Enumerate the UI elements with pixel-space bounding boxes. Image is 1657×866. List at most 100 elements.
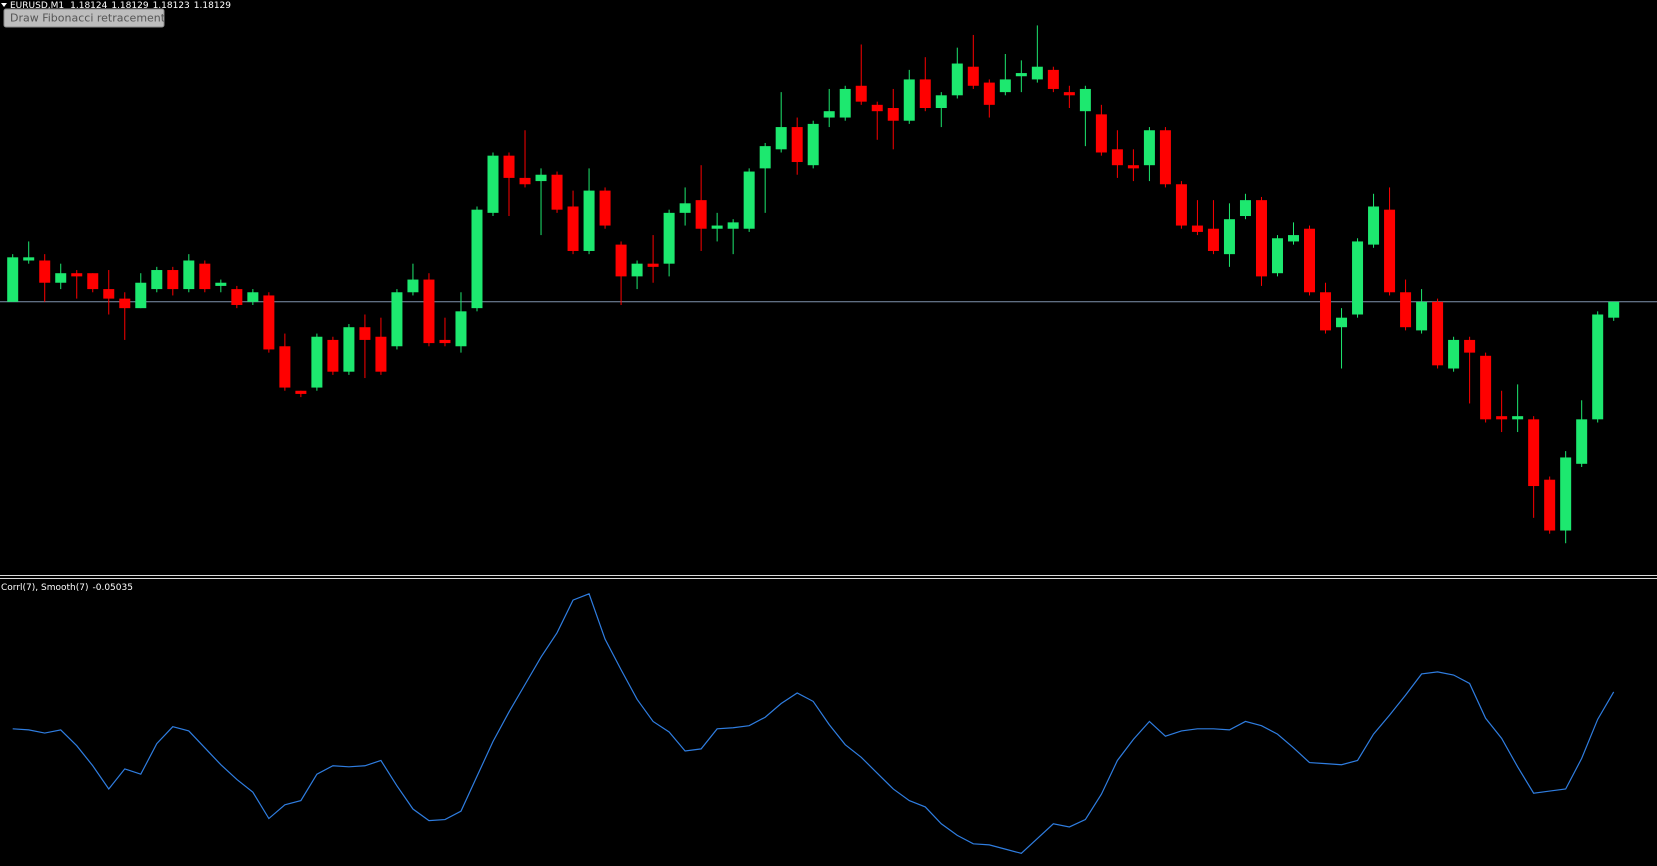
candle-body	[23, 257, 35, 261]
candle-body	[1544, 479, 1556, 531]
candle-body	[1288, 235, 1299, 242]
indicator-name: Corrl(7), Smooth(7)	[1, 583, 88, 593]
indicator-value: -0.05035	[92, 583, 132, 593]
candle-body	[1127, 165, 1139, 169]
candle-body	[935, 95, 947, 109]
candle-body	[951, 63, 963, 96]
candle-body	[1448, 339, 1460, 369]
marks	[0, 25, 1657, 855]
candle-body	[519, 177, 531, 185]
candle-body	[311, 336, 323, 388]
candle-body	[1015, 73, 1027, 77]
candle-body	[871, 104, 883, 112]
candle-body	[727, 222, 739, 229]
candle-body	[1384, 209, 1396, 293]
candle-body	[423, 279, 435, 344]
candle-body	[1608, 301, 1620, 318]
candle-body	[999, 79, 1011, 93]
chart-header: EURUSD,M1 1.18124 1.18129 1.18123 1.18129	[10, 1, 231, 11]
candle-body	[167, 270, 179, 290]
candle-body	[711, 225, 723, 229]
candle-body	[535, 174, 547, 182]
candle-body	[919, 79, 931, 109]
candle-body	[599, 190, 611, 226]
candle-body	[663, 212, 675, 264]
candle-body	[1336, 317, 1348, 328]
candle-body	[359, 327, 371, 340]
candle-body	[823, 111, 835, 118]
candle-body	[1223, 219, 1235, 255]
candle-body	[1352, 241, 1364, 315]
candle-body	[743, 171, 755, 229]
candle-body	[1175, 184, 1187, 226]
candle-body	[1255, 200, 1267, 277]
collapse-arrow[interactable]	[1, 3, 7, 7]
candle-body	[647, 263, 659, 267]
ohlc-low: 1.18123	[153, 1, 190, 11]
candle-body	[87, 273, 99, 290]
candle-body	[151, 270, 163, 290]
ohlc-open: 1.18124	[70, 1, 107, 11]
candle-body	[1031, 66, 1043, 80]
candle-body	[487, 155, 499, 213]
candle-body	[759, 146, 771, 169]
candle-body	[615, 244, 627, 277]
candle-body	[119, 298, 131, 309]
candle-body	[1576, 419, 1588, 464]
candle-body	[327, 339, 339, 372]
candle-body	[1111, 149, 1123, 166]
tooltip-box	[3, 8, 165, 28]
candle-body	[1432, 301, 1444, 366]
candle-body	[1496, 416, 1508, 420]
candle-body	[1528, 419, 1540, 487]
candle-body	[695, 200, 707, 229]
candle-body	[199, 263, 211, 290]
indicator-line	[12, 592, 1615, 855]
candle-body	[983, 82, 995, 105]
candle-body	[279, 346, 291, 388]
candle-body	[1191, 225, 1203, 232]
ohlc-close: 1.18129	[194, 1, 231, 11]
symbol: EURUSD,M1	[10, 1, 64, 11]
candle-body	[1464, 339, 1476, 353]
candle-body	[839, 88, 851, 118]
candle-body	[583, 190, 595, 251]
candle-body	[1063, 92, 1075, 96]
candle-body	[967, 66, 979, 86]
candle-body	[631, 263, 643, 277]
candle-body	[295, 390, 307, 394]
candle-body	[679, 203, 691, 213]
candle-body	[215, 282, 227, 286]
candle-body	[439, 339, 451, 344]
indicator-header: Corrl(7), Smooth(7) -0.05035	[1, 583, 133, 593]
candle-body	[567, 206, 579, 251]
candle-body	[55, 273, 67, 283]
candle-body	[1320, 292, 1332, 331]
candle-body	[103, 289, 115, 299]
candle-body	[1400, 292, 1412, 328]
candle-body	[231, 289, 243, 305]
candle-body	[7, 257, 19, 302]
candle-body	[263, 295, 275, 350]
candle-body	[903, 79, 915, 121]
candle-body	[807, 123, 819, 166]
candle-body	[343, 327, 355, 372]
candle-body	[455, 311, 467, 347]
candle-body	[1271, 238, 1283, 274]
candle-body	[791, 127, 803, 163]
candle-body	[1095, 114, 1107, 153]
tooltip-text: Draw Fibonacci retracement	[10, 12, 166, 25]
candle-body	[1560, 457, 1572, 531]
candle-body	[887, 108, 899, 121]
candle-body	[1512, 416, 1524, 420]
candle-body	[1079, 88, 1091, 112]
candle-body	[1304, 228, 1316, 293]
candle-body	[39, 260, 51, 283]
candle-body	[775, 127, 787, 150]
candle-body	[551, 174, 563, 210]
candle-body	[1207, 228, 1219, 251]
candle-body	[391, 292, 403, 347]
candle-body	[1047, 69, 1059, 89]
